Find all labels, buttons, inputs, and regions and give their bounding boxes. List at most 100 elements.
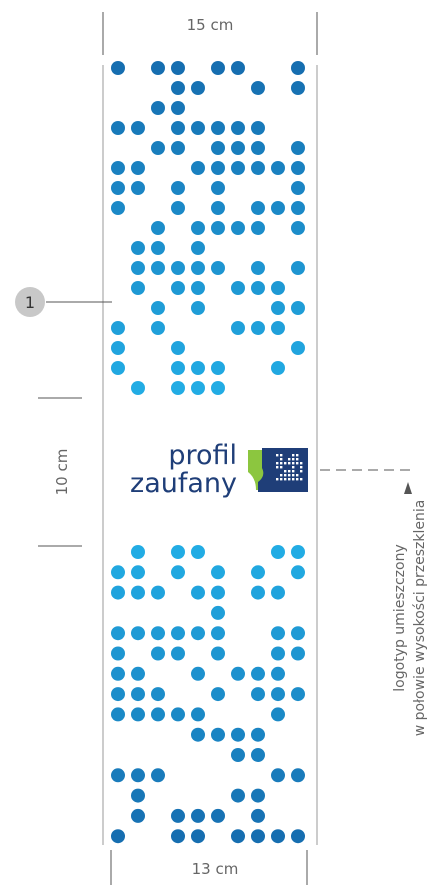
dot [211,727,225,742]
logo-text: profil [168,440,237,471]
dot [171,81,185,95]
dot [251,687,265,702]
matrix-dot [284,470,287,473]
dot [171,101,185,115]
dot [211,626,225,641]
dot [191,381,205,395]
note-text: w połowie wysokości przeszklenia [412,500,428,737]
dot [211,121,225,135]
dot [251,788,265,803]
dot [151,301,165,315]
dot [291,687,305,702]
dot [171,121,185,135]
dot [291,301,305,315]
dot [251,321,265,335]
dot [211,261,225,275]
dot [231,666,245,681]
dimension-lines [38,12,318,885]
dot [171,281,185,295]
dot [271,768,285,783]
dot [231,321,245,335]
matrix-dot [284,474,287,477]
dot [251,748,265,762]
dot [191,221,205,235]
dot [171,707,185,722]
dot [151,768,165,783]
dot [151,241,165,255]
dot [111,341,125,355]
dot [151,321,165,335]
matrix-dot [300,470,303,473]
dot [271,301,285,315]
dot [231,788,245,803]
dot [271,201,285,215]
dot [271,281,285,295]
dot [171,646,185,661]
matrix-dot [288,458,291,461]
dot [231,221,245,235]
matrix-dot [296,478,299,481]
dot [191,829,205,844]
dot [111,201,125,215]
dot [291,646,305,661]
dot [291,626,305,641]
dot [211,181,225,195]
dot [151,707,165,722]
matrix-dot [288,470,291,473]
note-text: logotyp umieszczony [392,544,408,691]
matrix-dot [284,478,287,481]
matrix-dot [288,462,291,465]
dot [271,361,285,375]
dot [291,341,305,355]
matrix-dot [280,466,283,469]
dot [231,141,245,155]
dot [271,545,285,559]
dot [231,61,245,75]
dot [191,666,205,681]
matrix-dot [292,470,295,473]
dot [231,161,245,175]
dot [271,646,285,661]
dot [231,748,245,762]
dot [111,646,125,661]
dot [151,261,165,275]
matrix-dot [292,454,295,457]
dot [171,545,185,559]
dot [151,687,165,702]
dot [111,61,125,75]
dot [131,565,145,580]
dot [251,281,265,295]
matrix-dot [292,478,295,481]
matrix-dot [280,478,283,481]
dot [291,181,305,195]
dot [191,121,205,135]
dimension-label: 15 cm [187,16,234,34]
dot [231,829,245,844]
dot [211,605,225,620]
logo-matrix [276,454,303,481]
dot [291,161,305,175]
pane-edges [102,65,318,845]
dimension-label: 10 cm [53,449,71,496]
dimension-label: 13 cm [192,860,239,878]
matrix-dot [292,458,295,461]
matrix-dot [300,478,303,481]
dot [171,565,185,580]
matrix-dot [292,462,295,465]
dot [251,808,265,823]
dot [291,81,305,95]
dot [131,181,145,195]
matrix-dot [284,462,287,465]
dot [211,61,225,75]
dot [271,829,285,844]
dot [171,381,185,395]
logo: profil zaufany [130,440,308,499]
dot [291,201,305,215]
dot [211,161,225,175]
dot [151,646,165,661]
matrix-dot [300,462,303,465]
dot [111,181,125,195]
dot [251,141,265,155]
logo-square [258,448,308,492]
